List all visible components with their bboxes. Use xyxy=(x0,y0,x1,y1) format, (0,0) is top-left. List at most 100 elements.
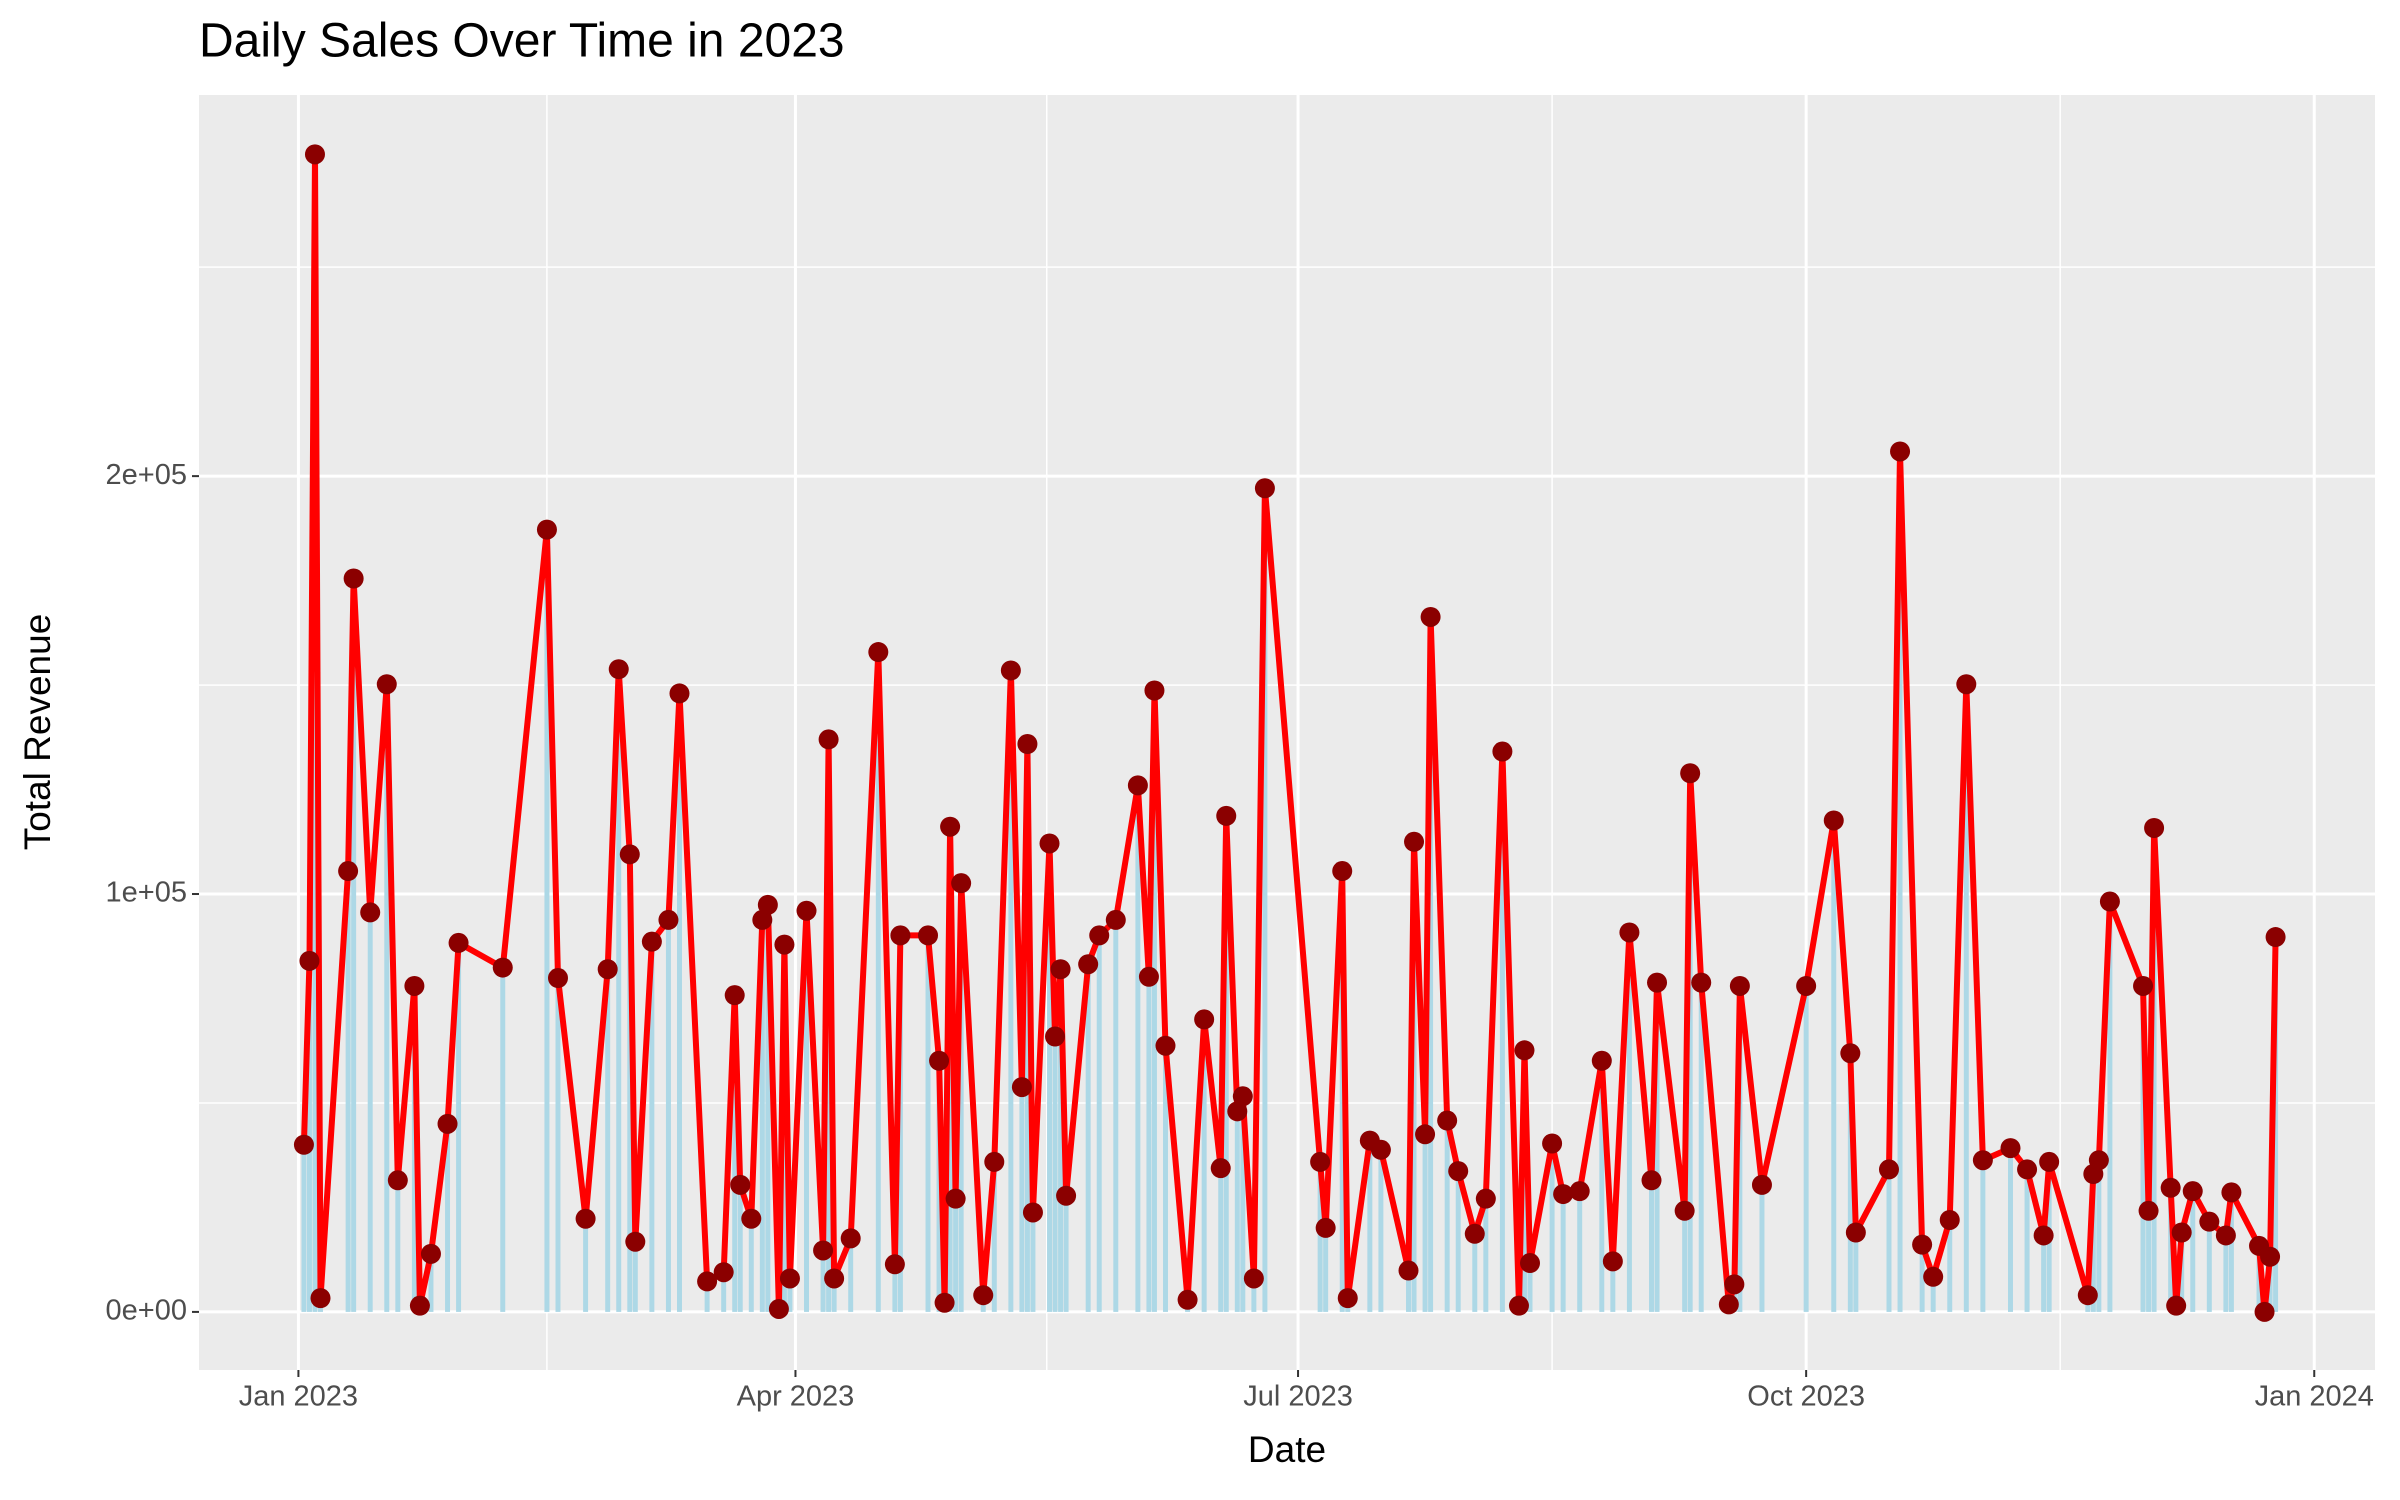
point xyxy=(1923,1266,1944,1287)
bar xyxy=(2107,901,2113,1312)
bar xyxy=(1444,1120,1450,1312)
y-tick-label: 2e+05 xyxy=(106,459,187,491)
bar xyxy=(1019,1087,1025,1312)
point xyxy=(945,1188,966,1209)
point xyxy=(1011,1077,1032,1098)
point xyxy=(818,729,839,750)
bar xyxy=(2190,1191,2196,1312)
point xyxy=(2265,927,2286,948)
y-tick-label: 0e+00 xyxy=(106,1295,187,1327)
point xyxy=(730,1174,751,1195)
point xyxy=(641,931,662,952)
bar xyxy=(1455,1171,1461,1312)
point xyxy=(2254,1301,2275,1322)
chart-title: Daily Sales Over Time in 2023 xyxy=(199,15,845,68)
point xyxy=(575,1208,596,1229)
bar xyxy=(395,1180,401,1312)
bar xyxy=(1135,785,1141,1312)
bar xyxy=(953,1198,959,1312)
line xyxy=(300,151,2279,1315)
point xyxy=(2182,1181,2203,1202)
point xyxy=(1194,1009,1215,1030)
point xyxy=(713,1262,734,1283)
point xyxy=(409,1295,430,1316)
point xyxy=(934,1292,955,1313)
point xyxy=(1823,810,1844,831)
point xyxy=(1514,1040,1535,1061)
point xyxy=(1718,1294,1739,1315)
point xyxy=(1956,674,1977,695)
bar xyxy=(1698,982,1704,1312)
point xyxy=(1177,1289,1198,1310)
point xyxy=(1448,1161,1469,1182)
bar xyxy=(1483,1198,1489,1312)
bar xyxy=(759,919,765,1312)
point xyxy=(1315,1217,1336,1238)
bar xyxy=(2096,1160,2102,1312)
bar xyxy=(1234,1111,1240,1312)
point xyxy=(918,925,939,946)
x-tick-label: Oct 2023 xyxy=(1747,1381,1865,1413)
bar xyxy=(1963,684,1969,1312)
bar xyxy=(1052,1036,1058,1312)
bar xyxy=(544,529,550,1312)
bar xyxy=(1367,1140,1373,1312)
point xyxy=(343,568,364,589)
point xyxy=(1045,1026,1066,1047)
point xyxy=(536,519,557,540)
x-tick-label: Jan 2024 xyxy=(2255,1381,2374,1413)
point xyxy=(1520,1253,1541,1274)
point xyxy=(293,1134,314,1155)
point xyxy=(1475,1188,1496,1209)
bar xyxy=(1654,982,1660,1312)
point xyxy=(2138,1200,2159,1221)
point xyxy=(1398,1260,1419,1281)
bar xyxy=(721,1272,727,1312)
point xyxy=(669,683,690,704)
bar xyxy=(1930,1276,1936,1312)
point xyxy=(2199,1211,2220,1232)
bar xyxy=(2140,985,2146,1312)
bar xyxy=(1096,935,1102,1312)
bar xyxy=(1422,1134,1428,1312)
bar xyxy=(765,904,771,1312)
bar xyxy=(1599,1060,1605,1312)
point xyxy=(304,144,325,165)
bar xyxy=(500,967,506,1312)
point xyxy=(1000,660,1021,681)
bar xyxy=(1223,815,1229,1312)
point xyxy=(1796,975,1817,996)
bar xyxy=(1262,488,1268,1312)
x-tick-label: Jul 2023 xyxy=(1243,1381,1353,1413)
bar xyxy=(737,1184,743,1312)
bar xyxy=(704,1281,710,1312)
bar xyxy=(1610,1261,1616,1312)
bar xyxy=(1759,1184,1765,1312)
bar xyxy=(306,960,312,1312)
bar xyxy=(345,871,351,1312)
bar xyxy=(1577,1191,1583,1312)
point xyxy=(1210,1158,1231,1179)
bar xyxy=(1472,1233,1478,1312)
point xyxy=(1674,1200,1695,1221)
point xyxy=(868,642,889,663)
y-axis-label: Total Revenue xyxy=(17,614,58,851)
bar xyxy=(1560,1194,1566,1312)
point xyxy=(1232,1086,1253,1107)
bar xyxy=(892,1264,898,1312)
point xyxy=(547,968,568,989)
bar xyxy=(1549,1143,1555,1312)
bar xyxy=(616,669,622,1312)
point xyxy=(1724,1274,1745,1295)
bar xyxy=(632,1241,638,1312)
bar xyxy=(875,652,881,1312)
bar xyxy=(1411,841,1417,1312)
bar xyxy=(1897,451,1903,1312)
bar xyxy=(732,995,738,1312)
point xyxy=(1310,1151,1331,1172)
bar xyxy=(301,1144,307,1312)
bar xyxy=(2024,1169,2030,1312)
bar xyxy=(445,1123,451,1312)
bar xyxy=(384,684,390,1312)
point xyxy=(448,932,469,953)
